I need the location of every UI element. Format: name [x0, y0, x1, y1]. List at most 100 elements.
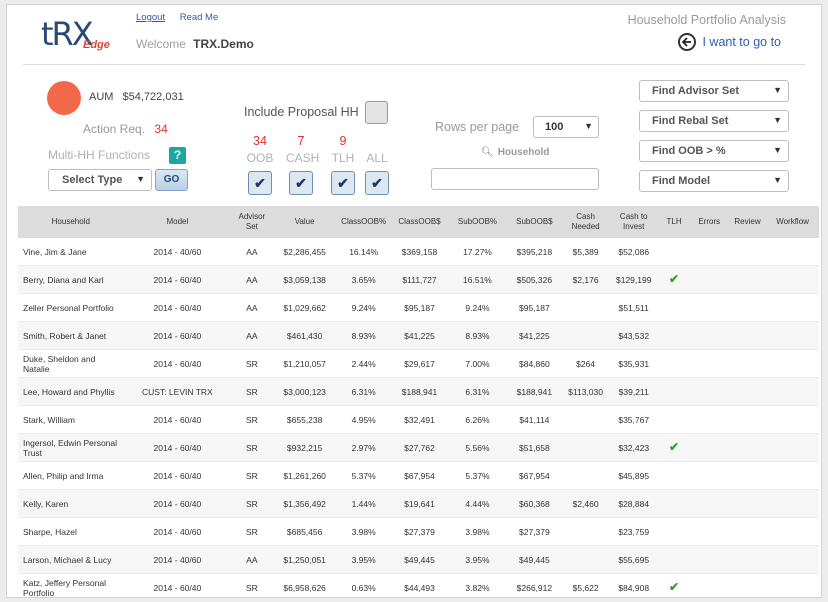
logout-link[interactable]: Logout — [136, 12, 166, 23]
cell-household[interactable]: Stark, William — [18, 405, 124, 434]
cell-household[interactable]: Smith, Robert & Janet — [18, 321, 124, 350]
cell-advisor-set: AA — [231, 293, 273, 322]
aum-status-indicator — [47, 81, 81, 115]
trx-edge-logo[interactable]: tRX Edge — [41, 13, 121, 57]
cell-sub-oob-usd: $188,941 — [506, 377, 563, 406]
cell-tlh — [658, 545, 690, 574]
cell-class-oob-usd: $95,187 — [390, 293, 449, 322]
filter-oob: 34 OOB ✔ — [245, 134, 275, 195]
column-header[interactable]: Workflow — [766, 206, 819, 238]
cell-value: $2,286,455 — [272, 238, 337, 266]
table-row[interactable]: Ingersol, Edwin Personal Trust 2014 - 60/… — [18, 433, 819, 462]
cell-cash-needed: $113,030 — [562, 377, 609, 406]
column-header[interactable]: SubOOB$ — [506, 206, 563, 238]
find-advisor-set-dropdown[interactable]: Find Advisor Set ▼ — [639, 80, 789, 102]
filter-tlh-checkbox[interactable]: ✔ — [331, 171, 355, 195]
select-type-value: Select Type — [62, 174, 123, 186]
cell-household[interactable]: Katz, Jeffery Personal Portfolio — [18, 573, 124, 597]
cell-cash-to-invest: $39,211 — [608, 377, 659, 406]
cell-household[interactable]: Allen, Philip and Irma — [18, 461, 124, 490]
cell-household[interactable]: Lee, Howard and Phyllis — [18, 377, 124, 406]
cell-household[interactable]: Sharpe, Hazel — [18, 517, 124, 546]
rows-per-page-select[interactable]: 100 ▼ — [533, 116, 599, 138]
filter-cash-checkbox[interactable]: ✔ — [289, 171, 313, 195]
column-header[interactable]: Model — [123, 206, 232, 238]
cell-review — [728, 238, 767, 266]
table-row[interactable]: Kelly, Karen 2014 - 60/40 SR $1,356,492 1.44… — [18, 489, 819, 518]
help-icon[interactable]: ? — [169, 147, 186, 164]
filter-all-checkbox[interactable]: ✔ — [365, 171, 389, 195]
action-count[interactable]: 34 — [154, 122, 168, 136]
cell-model: 2014 - 60/40 — [123, 293, 232, 322]
cell-cash-needed — [562, 517, 609, 546]
cell-cash-to-invest: $51,511 — [608, 293, 659, 322]
cell-class-oob-usd: $29,617 — [390, 349, 449, 378]
want-to-go-link[interactable]: I want to go to — [702, 35, 781, 49]
household-search-input[interactable] — [431, 168, 599, 190]
logo-sub-text: Edge — [83, 39, 110, 51]
cell-cash-needed: $5,622 — [562, 573, 609, 597]
table-header-row: Household Model Advisor Set Value ClassOOB% C… — [18, 206, 819, 238]
find-model-dropdown[interactable]: Find Model ▼ — [639, 170, 789, 192]
cell-errors — [689, 238, 729, 266]
table-row[interactable]: Allen, Philip and Irma 2014 - 60/40 SR $1,2… — [18, 461, 819, 490]
column-header[interactable]: Household — [18, 206, 124, 238]
readme-link[interactable]: Read Me — [179, 12, 219, 23]
cell-review — [728, 377, 767, 406]
cell-cash-to-invest: $32,423 — [608, 433, 659, 462]
cell-advisor-set: SR — [231, 349, 273, 378]
table-row[interactable]: Stark, William 2014 - 60/40 SR $655,238 4.95… — [18, 405, 819, 434]
table-row[interactable]: Duke, Sheldon and Natalie 2014 - 60/40 SR $… — [18, 349, 819, 378]
table-row[interactable]: Vine, Jim & Jane 2014 - 40/60 AA $2,286,455… — [18, 238, 819, 266]
cell-errors — [689, 293, 729, 322]
cell-household[interactable]: Zeller Personal Portfolio — [18, 293, 124, 322]
filter-label: TLH — [331, 151, 355, 165]
cell-advisor-set: SR — [231, 433, 273, 462]
cell-household[interactable]: Duke, Sheldon and Natalie — [18, 349, 124, 378]
cell-class-oob-usd: $49,445 — [390, 545, 449, 574]
table-row[interactable]: Sharpe, Hazel 2014 - 40/60 SR $685,456 3.98%… — [18, 517, 819, 546]
want-to-go-menu[interactable]: I want to go to — [678, 33, 781, 51]
filter-label: OOB — [246, 151, 274, 165]
cell-model: 2014 - 60/40 — [123, 461, 232, 490]
cell-class-oob-pct: 2.97% — [336, 433, 391, 462]
select-type-dropdown[interactable]: Select Type ▼ — [48, 169, 152, 191]
cell-sub-oob-pct: 5.56% — [448, 433, 507, 462]
column-header[interactable]: Advisor Set — [231, 206, 273, 238]
cell-sub-oob-pct: 16.51% — [448, 265, 507, 294]
cell-household[interactable]: Berry, Diana and Karl — [18, 265, 124, 294]
cell-household[interactable]: Kelly, Karen — [18, 489, 124, 518]
find-rebal-set-dropdown[interactable]: Find Rebal Set ▼ — [639, 110, 789, 132]
cell-value: $1,356,492 — [272, 489, 337, 518]
back-arrow-icon[interactable] — [678, 33, 697, 51]
table-row[interactable]: Zeller Personal Portfolio 2014 - 60/40 AA $… — [18, 293, 819, 322]
column-header[interactable]: Cash to Invest — [608, 206, 659, 238]
table-row[interactable]: Katz, Jeffery Personal Portfolio 2014 - 6… — [18, 573, 819, 597]
column-header[interactable]: Errors — [689, 206, 729, 238]
cell-class-oob-usd: $41,225 — [390, 321, 449, 350]
cell-value: $3,059,138 — [272, 265, 337, 294]
cell-household[interactable]: Ingersol, Edwin Personal Trust — [18, 433, 124, 462]
cell-household[interactable]: Vine, Jim & Jane — [18, 238, 124, 266]
column-header[interactable]: ClassOOB$ — [390, 206, 449, 238]
column-header[interactable]: Cash Needed — [562, 206, 609, 238]
go-button[interactable]: GO — [155, 169, 188, 191]
include-proposal-label: Include Proposal HH — [244, 105, 359, 119]
cell-class-oob-pct: 1.44% — [336, 489, 391, 518]
table-row[interactable]: Smith, Robert & Janet 2014 - 60/40 AA $461,… — [18, 321, 819, 350]
table-row[interactable]: Lee, Howard and Phyllis CUST: LEVIN TRX SR… — [18, 377, 819, 406]
column-header[interactable]: ClassOOB% — [336, 206, 391, 238]
table-row[interactable]: Berry, Diana and Karl 2014 - 60/40 AA $3,05… — [18, 265, 819, 294]
filter-oob-checkbox[interactable]: ✔ — [248, 171, 272, 195]
table-row[interactable]: Larson, Michael & Lucy 2014 - 40/60 AA $1,2… — [18, 545, 819, 574]
column-header[interactable]: SubOOB% — [448, 206, 507, 238]
include-proposal-checkbox[interactable] — [365, 101, 388, 124]
cell-household[interactable]: Larson, Michael & Lucy — [18, 545, 124, 574]
column-header[interactable]: Value — [272, 206, 337, 238]
column-header[interactable]: Review — [728, 206, 767, 238]
column-header[interactable]: TLH — [658, 206, 690, 238]
find-oob-dropdown[interactable]: Find OOB > % ▼ — [639, 140, 789, 162]
cell-class-oob-usd: $27,379 — [390, 517, 449, 546]
cell-class-oob-pct: 0.63% — [336, 573, 391, 597]
cell-tlh — [658, 405, 690, 434]
